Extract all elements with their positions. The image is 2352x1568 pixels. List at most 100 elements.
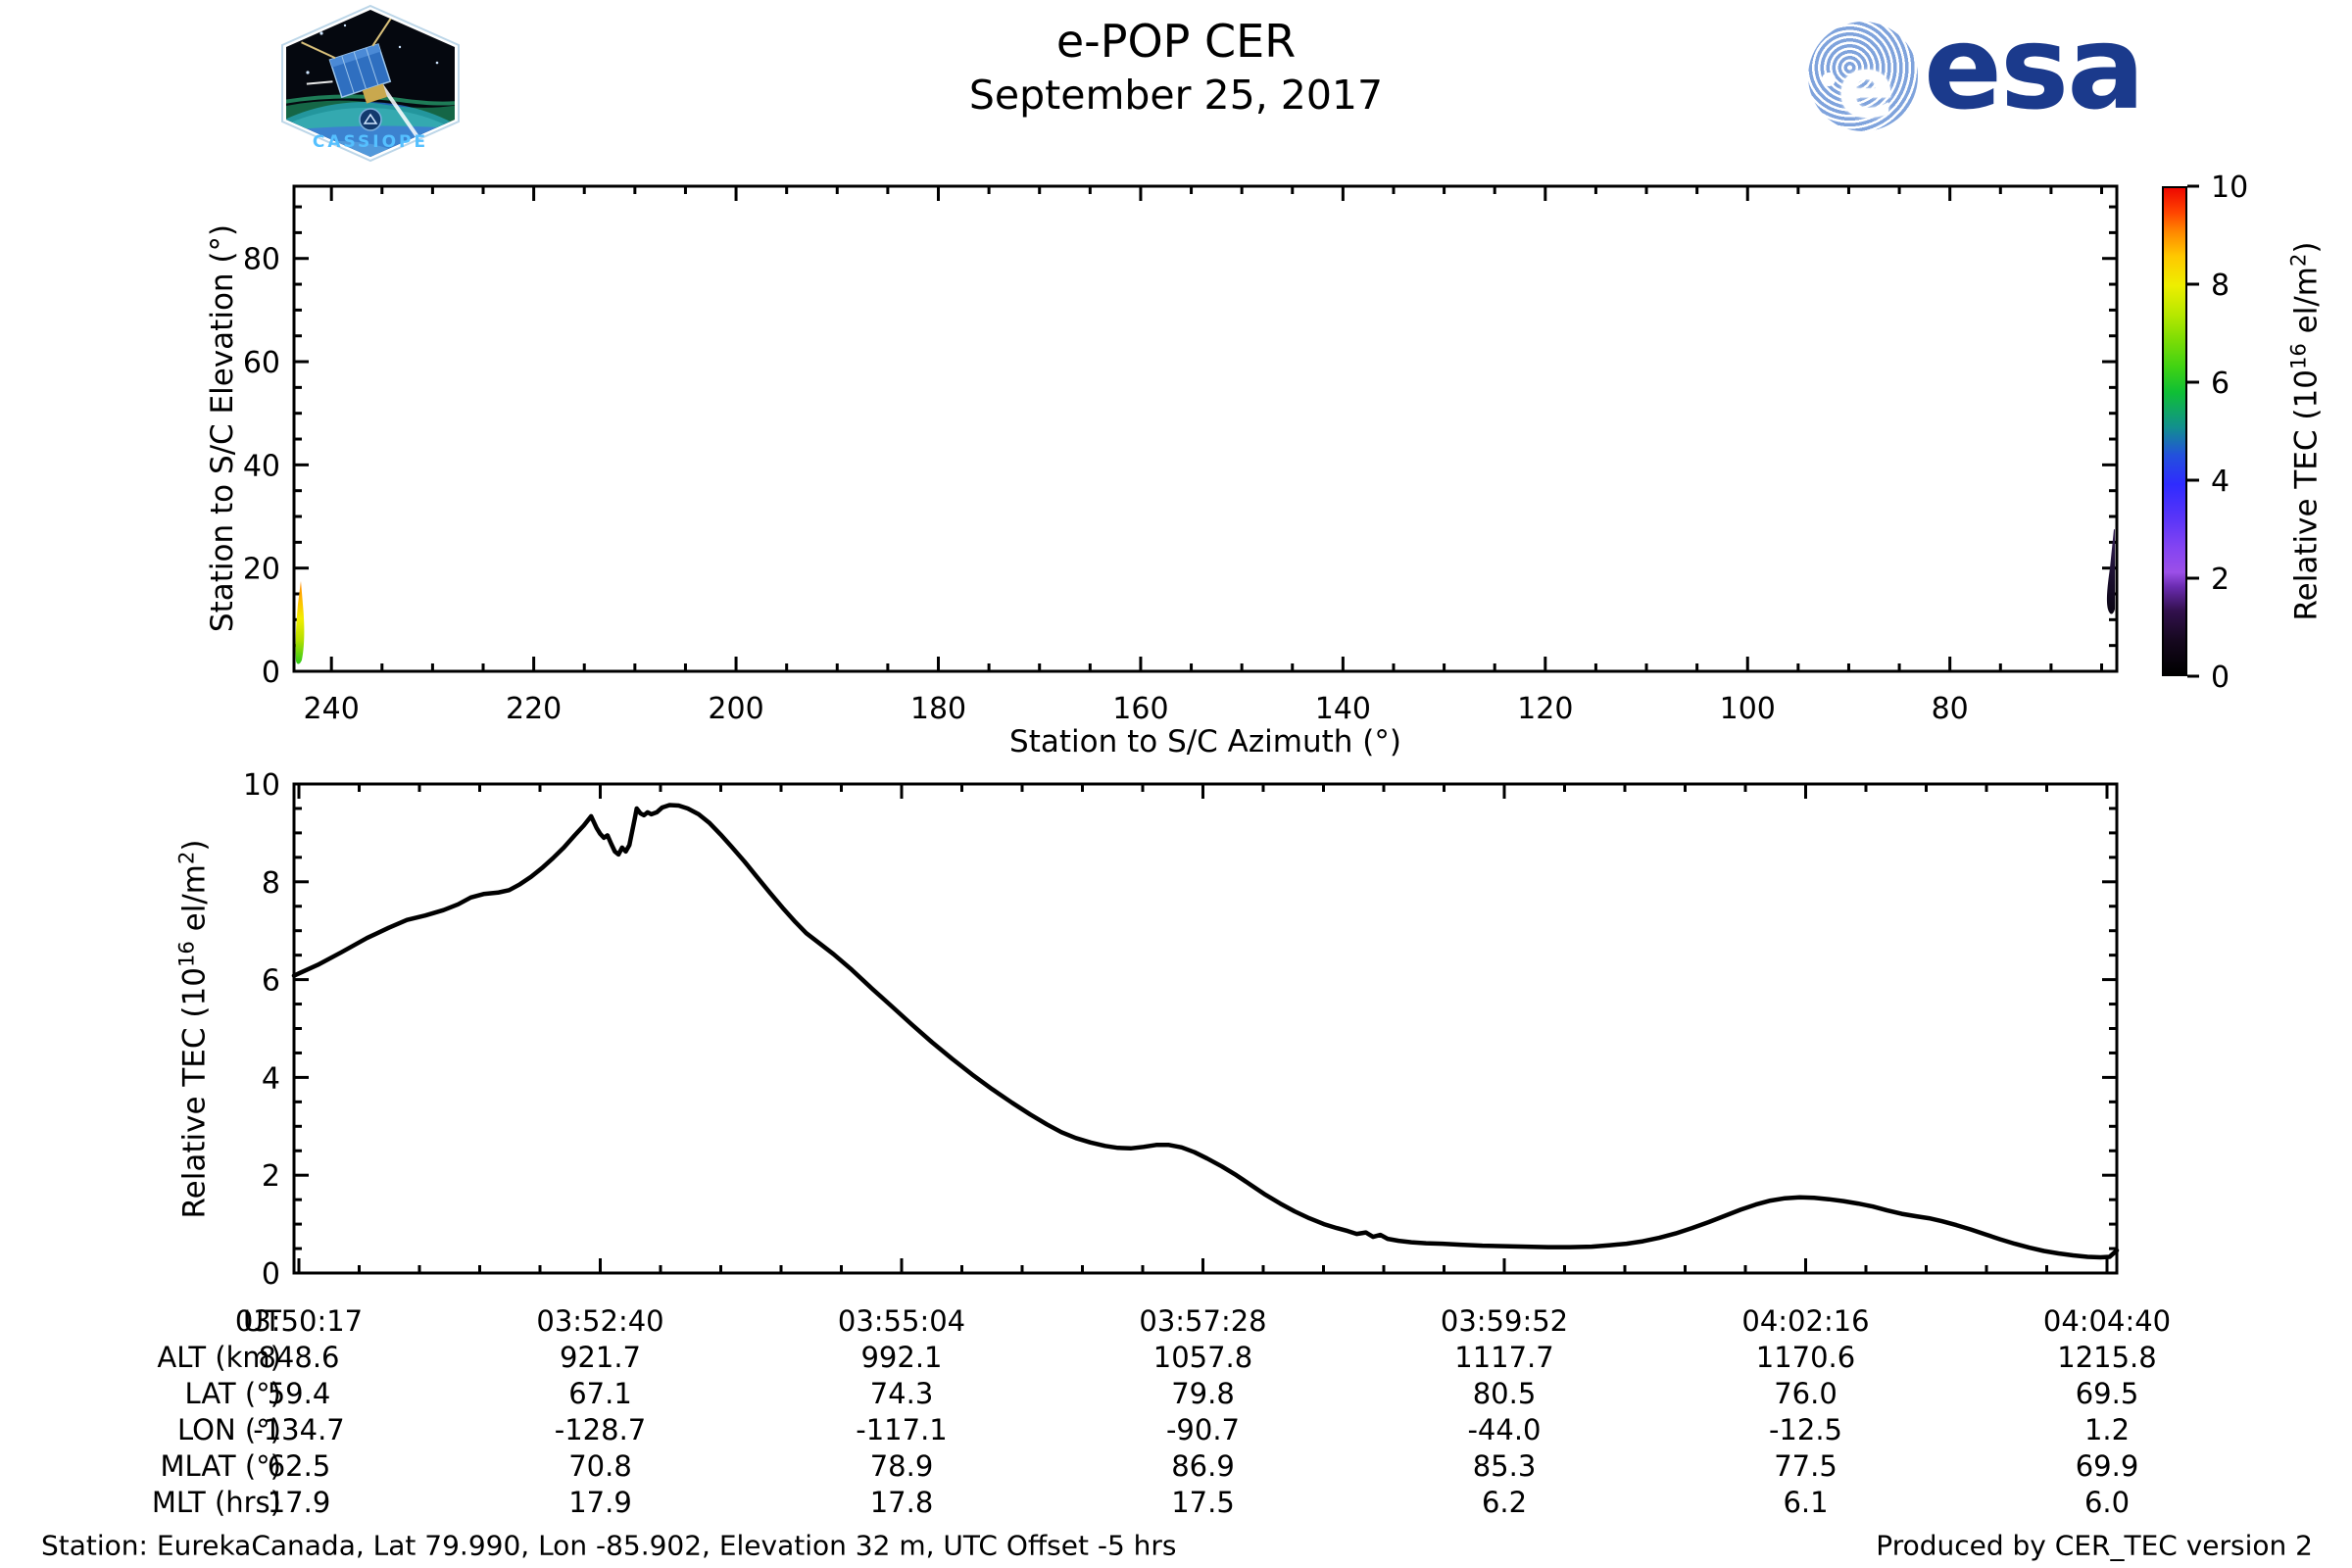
- table-row-label-lat: LAT (°): [184, 1377, 281, 1410]
- tec-time-plot: 0 2 4 6 8 10: [243, 768, 2120, 1292]
- figure-title: e-POP CER: [1055, 15, 1297, 68]
- cassiope-patch-graphic: CASSIOPE: [281, 4, 460, 163]
- esa-logo: e esa: [1808, 0, 2145, 135]
- table-cell: 1170.6: [1755, 1341, 1856, 1374]
- table-cell: 1117.7: [1454, 1341, 1554, 1374]
- figure-date: September 25, 2017: [968, 71, 1384, 119]
- svg-text:2: 2: [2211, 563, 2230, 597]
- table-cell: -44.0: [1467, 1413, 1542, 1446]
- table-cell: -128.7: [554, 1413, 647, 1446]
- upper-ylabel: Station to S/C Elevation (°): [205, 223, 240, 633]
- svg-text:0: 0: [2211, 661, 2230, 695]
- table-row-label-mlat: MLAT (°): [160, 1449, 282, 1483]
- station-info: Station: EurekaCanada, Lat 79.990, Lon -…: [41, 1529, 1177, 1562]
- table-cell: 17.9: [267, 1486, 331, 1519]
- table-cell: 59.4: [267, 1377, 331, 1410]
- svg-text:6: 6: [2211, 367, 2230, 401]
- svg-text:160: 160: [1112, 692, 1168, 726]
- cassiope-mission-patch: CASSIOPE: [263, 4, 478, 163]
- svg-text:120: 120: [1517, 692, 1573, 726]
- esa-globe-dot: [1822, 73, 1836, 86]
- produced-by: Produced by CER_TEC version 2: [1876, 1529, 2313, 1562]
- table-cell: 1.2: [2083, 1413, 2131, 1446]
- table-row-label-mlt: MLT (hrs): [151, 1486, 281, 1519]
- svg-text:6: 6: [262, 964, 280, 999]
- table-cell: 848.6: [258, 1341, 340, 1374]
- table-row-label-lon: LON (°): [177, 1413, 281, 1446]
- svg-text:80: 80: [243, 243, 280, 277]
- table-cell: 70.8: [568, 1449, 632, 1483]
- table-cell: 1057.8: [1152, 1341, 1253, 1374]
- table-cell: 69.5: [2075, 1377, 2139, 1410]
- table-cell: 79.8: [1171, 1377, 1235, 1410]
- table-cell: 6.0: [2083, 1486, 2131, 1519]
- table-cell: 77.5: [1774, 1449, 1838, 1483]
- colorbar-ticks: 0 2 4 6 8 10: [2187, 171, 2248, 695]
- table-cell: 04:02:16: [1741, 1304, 1870, 1338]
- esa-globe-icon: e: [1808, 22, 1918, 131]
- svg-text:40: 40: [243, 449, 280, 483]
- table-cell: 1215.8: [2057, 1341, 2157, 1374]
- table-cell: -12.5: [1768, 1413, 1843, 1446]
- table-cell: 76.0: [1774, 1377, 1838, 1410]
- svg-text:240: 240: [304, 692, 360, 726]
- pass-start-streak: [295, 580, 305, 664]
- table-cell: 67.1: [568, 1377, 632, 1410]
- svg-text:0: 0: [262, 1257, 280, 1292]
- table-cell: 992.1: [860, 1341, 943, 1374]
- upper-xlabel: Station to S/C Azimuth (°): [1009, 724, 1401, 760]
- svg-text:220: 220: [506, 692, 562, 726]
- patch-cassiope-text: CASSIOPE: [313, 132, 428, 152]
- table-cell: 17.9: [568, 1486, 632, 1519]
- svg-text:0: 0: [262, 656, 280, 690]
- table-cell: -117.1: [856, 1413, 948, 1446]
- pass-end-streak: [2106, 529, 2115, 614]
- svg-text:80: 80: [1932, 692, 1969, 726]
- table-cell: 62.5: [267, 1449, 331, 1483]
- patch-satellite: [301, 14, 395, 104]
- table-cell: 69.9: [2075, 1449, 2139, 1483]
- svg-text:2: 2: [262, 1159, 280, 1194]
- svg-text:20: 20: [243, 553, 280, 587]
- esa-wordmark: esa: [1924, 0, 2145, 135]
- table-cell: 03:57:28: [1139, 1304, 1267, 1338]
- table-cell: 04:04:40: [2042, 1304, 2172, 1338]
- svg-text:180: 180: [910, 692, 966, 726]
- table-row-label-alt: ALT (km): [157, 1341, 281, 1374]
- svg-text:4: 4: [262, 1061, 280, 1096]
- table-cell: 921.7: [559, 1341, 642, 1374]
- svg-text:100: 100: [1720, 692, 1776, 726]
- svg-text:140: 140: [1315, 692, 1371, 726]
- table-cell: -134.7: [253, 1413, 345, 1446]
- svg-text:10: 10: [243, 768, 280, 803]
- table-cell: 86.9: [1171, 1449, 1235, 1483]
- lower-ylabel: Relative TEC (1016 el/m2): [173, 839, 213, 1219]
- colorbar: [2162, 186, 2187, 676]
- title-block: e-POP CER September 25, 2017: [0, 14, 2352, 121]
- table-cell: 03:50:17: [234, 1304, 364, 1338]
- table-cell: 03:59:52: [1440, 1304, 1569, 1338]
- svg-text:60: 60: [243, 346, 280, 380]
- svg-text:10: 10: [2211, 171, 2248, 205]
- svg-text:200: 200: [708, 692, 763, 726]
- svg-text:4: 4: [2211, 465, 2230, 499]
- table-cell: -90.7: [1165, 1413, 1241, 1446]
- table-cell: 17.8: [869, 1486, 934, 1519]
- table-cell: 03:55:04: [837, 1304, 966, 1338]
- table-cell: 17.5: [1171, 1486, 1235, 1519]
- colorbar-label: Relative TEC (1016 el/m2): [2285, 241, 2325, 621]
- table-cell: 78.9: [869, 1449, 934, 1483]
- table-cell: 6.1: [1783, 1486, 1829, 1519]
- table-cell: 80.5: [1472, 1377, 1537, 1410]
- tec-curve: [291, 803, 2120, 1260]
- table-cell: 74.3: [869, 1377, 934, 1410]
- table-cell: 03:52:40: [536, 1304, 664, 1338]
- table-row-label-ut: UT: [243, 1304, 281, 1338]
- svg-text:8: 8: [2211, 269, 2230, 303]
- elevation-azimuth-plot: 240 220 200 180 160 140 120 100 80 0 20 40 60 80: [243, 184, 2119, 726]
- table-cell: 85.3: [1472, 1449, 1537, 1483]
- svg-text:8: 8: [262, 866, 280, 901]
- table-cell: 6.2: [1481, 1486, 1528, 1519]
